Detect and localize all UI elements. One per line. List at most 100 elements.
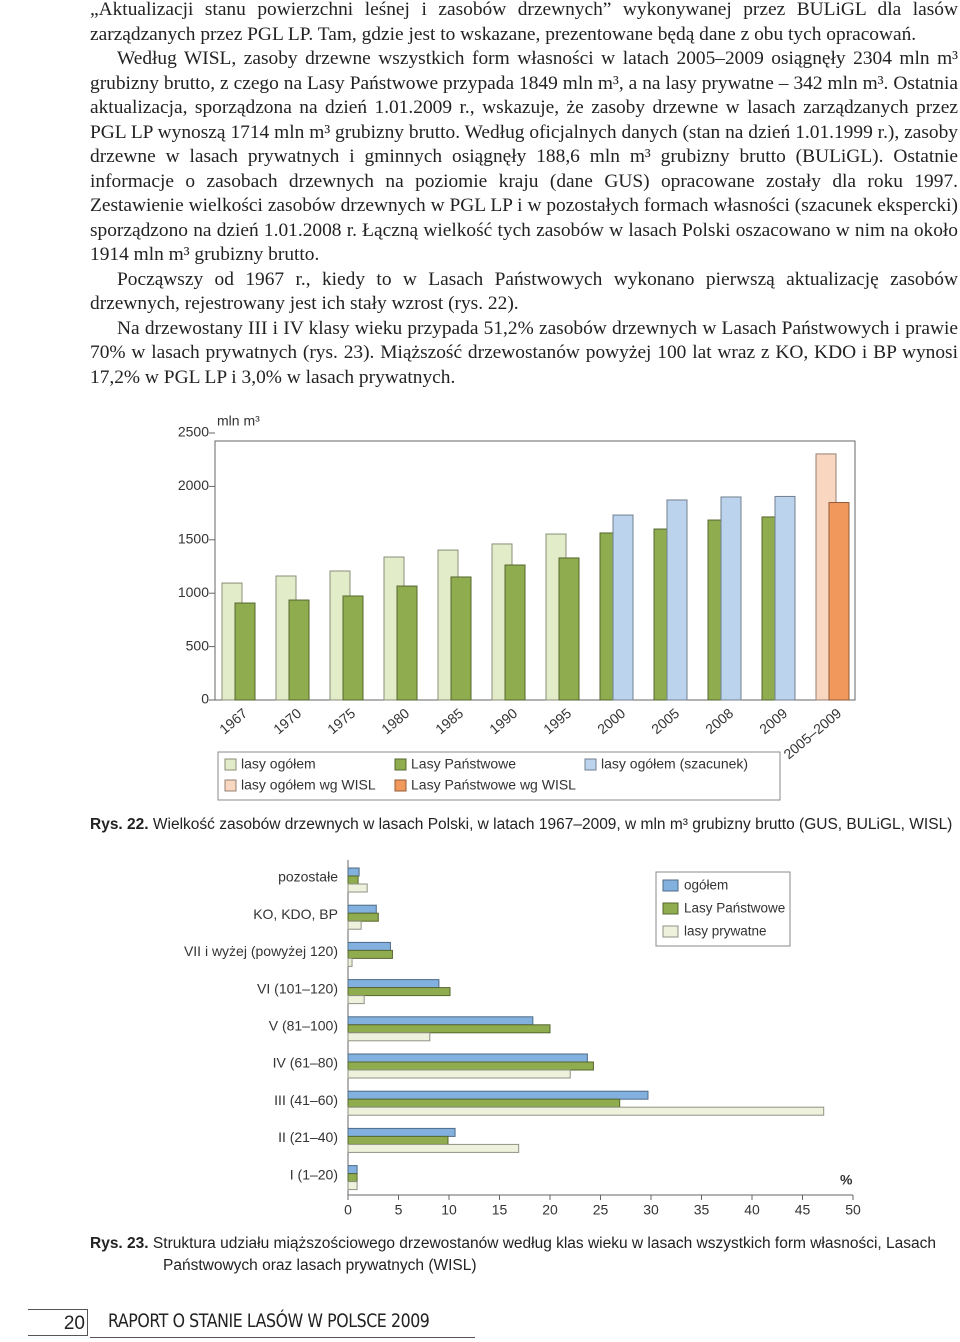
x-tick-label: 50 — [845, 1202, 861, 1218]
x-tick-label: 1975 — [324, 705, 358, 737]
y-tick-label: II (21–40) — [278, 1129, 338, 1145]
bar — [450, 576, 472, 701]
x-tick-label: 15 — [492, 1202, 508, 1218]
bar — [347, 904, 377, 914]
bar — [347, 1090, 649, 1100]
body-text: „Aktualizacji stanu powierzchni leśnej i… — [90, 0, 958, 390]
bar — [347, 867, 360, 877]
bar — [347, 1024, 551, 1034]
x-tick-label: 40 — [744, 1202, 760, 1218]
caption-text: Wielkość zasobów drzewnych w lasach Pols… — [152, 816, 953, 833]
x-axis-label: % — [840, 1172, 853, 1188]
bar — [347, 941, 391, 951]
x-tick-label: 20 — [542, 1202, 558, 1218]
y-tick-label: 1500 — [178, 531, 209, 547]
footer-rule — [90, 1337, 475, 1338]
y-tick-label: III (41–60) — [274, 1092, 338, 1108]
x-tick-label: 45 — [795, 1202, 811, 1218]
bar — [347, 1032, 431, 1042]
bar — [347, 949, 393, 959]
x-tick-label: 1995 — [540, 705, 574, 737]
bar — [347, 987, 451, 997]
bar — [288, 599, 310, 701]
legend-label: lasy ogółem (szacunek) — [601, 756, 748, 772]
bar — [347, 1165, 358, 1175]
paragraph: Według WISL, zasoby drzewne wszystkich f… — [90, 48, 958, 265]
page-number: 20 — [28, 1309, 88, 1336]
x-tick-label: 30 — [643, 1202, 659, 1218]
bar — [347, 1106, 825, 1116]
y-tick-label: VI (101–120) — [257, 980, 338, 996]
legend-label: lasy ogółem — [241, 756, 316, 772]
bar — [347, 1061, 594, 1071]
bar — [347, 920, 362, 930]
bar — [396, 585, 418, 701]
bar — [234, 602, 256, 701]
x-tick-label: 1990 — [486, 705, 520, 737]
caption-label: Rys. 22. — [90, 816, 149, 833]
y-axis-label: mln m³ — [217, 413, 260, 429]
y-tick-label: 0 — [201, 691, 209, 707]
bar — [347, 979, 440, 989]
bar — [347, 1053, 588, 1063]
bar — [347, 1127, 456, 1137]
bar — [347, 957, 353, 967]
legend-swatch — [662, 925, 679, 938]
bar — [347, 1173, 358, 1183]
y-tick-label: pozostałe — [278, 869, 338, 885]
x-tick-label: 2005 — [648, 705, 682, 737]
legend-swatch — [584, 758, 597, 771]
legend-label: Lasy Państwowe wg WISL — [411, 777, 576, 793]
bar — [347, 1098, 621, 1108]
x-tick-label: 2008 — [702, 705, 736, 737]
paragraph: „Aktualizacji stanu powierzchni leśnej i… — [90, 0, 958, 45]
caption: Rys. 22. Wielkość zasobów drzewnych w la… — [90, 814, 958, 836]
bar — [828, 502, 850, 701]
legend-box — [655, 871, 791, 947]
bar — [347, 1181, 358, 1191]
y-tick-label: IV (61–80) — [273, 1055, 338, 1071]
bar — [347, 883, 368, 893]
bar — [342, 595, 364, 701]
bar — [347, 1143, 520, 1153]
legend-swatch — [224, 758, 237, 771]
bar — [347, 912, 379, 922]
y-tick-label: 2500 — [178, 424, 209, 440]
x-tick-label: 1970 — [270, 705, 304, 737]
x-tick-label: 5 — [395, 1202, 403, 1218]
legend-label: ogółem — [684, 878, 728, 893]
legend-box — [217, 751, 781, 801]
bar — [347, 1016, 534, 1026]
plot-frame — [214, 440, 856, 701]
x-tick-label: 0 — [344, 1202, 352, 1218]
paragraph: Na drzewostany III i IV klasy wieku przy… — [90, 317, 958, 388]
paragraph: Począwszy od 1967 r., kiedy to w Lasach … — [90, 268, 958, 315]
y-tick-label: V (81–100) — [269, 1018, 338, 1034]
bar — [558, 557, 580, 701]
bar — [347, 875, 359, 885]
legend-swatch — [224, 779, 237, 792]
legend-swatch — [394, 758, 407, 771]
caption-label: Rys. 23. — [90, 1235, 149, 1252]
legend-swatch — [662, 879, 679, 892]
legend-swatch — [662, 902, 679, 915]
caption: Rys. 23. Struktura udziału miąższościowe… — [90, 1233, 958, 1277]
legend-label: lasy ogółem wg WISL — [241, 777, 376, 793]
legend-label: lasy prywatne — [684, 924, 767, 939]
bar — [347, 1135, 449, 1145]
bar — [347, 995, 365, 1005]
y-tick-label: I (1–20) — [290, 1166, 338, 1182]
bar — [347, 1069, 571, 1079]
bar — [612, 514, 634, 701]
x-tick-label: 2005–2009 — [780, 705, 844, 762]
x-tick-label: 2009 — [756, 705, 790, 737]
y-tick-label: VII i wyżej (powyżej 120) — [184, 943, 338, 959]
legend-label: Lasy Państwowe — [411, 756, 516, 772]
y-tick-label: 2000 — [178, 477, 209, 493]
footer-title: RAPORT O STANIE LASÓW W POLSCE 2009 — [108, 1310, 430, 1332]
y-tick-label: 1000 — [178, 584, 209, 600]
x-tick-label: 1967 — [216, 705, 250, 737]
